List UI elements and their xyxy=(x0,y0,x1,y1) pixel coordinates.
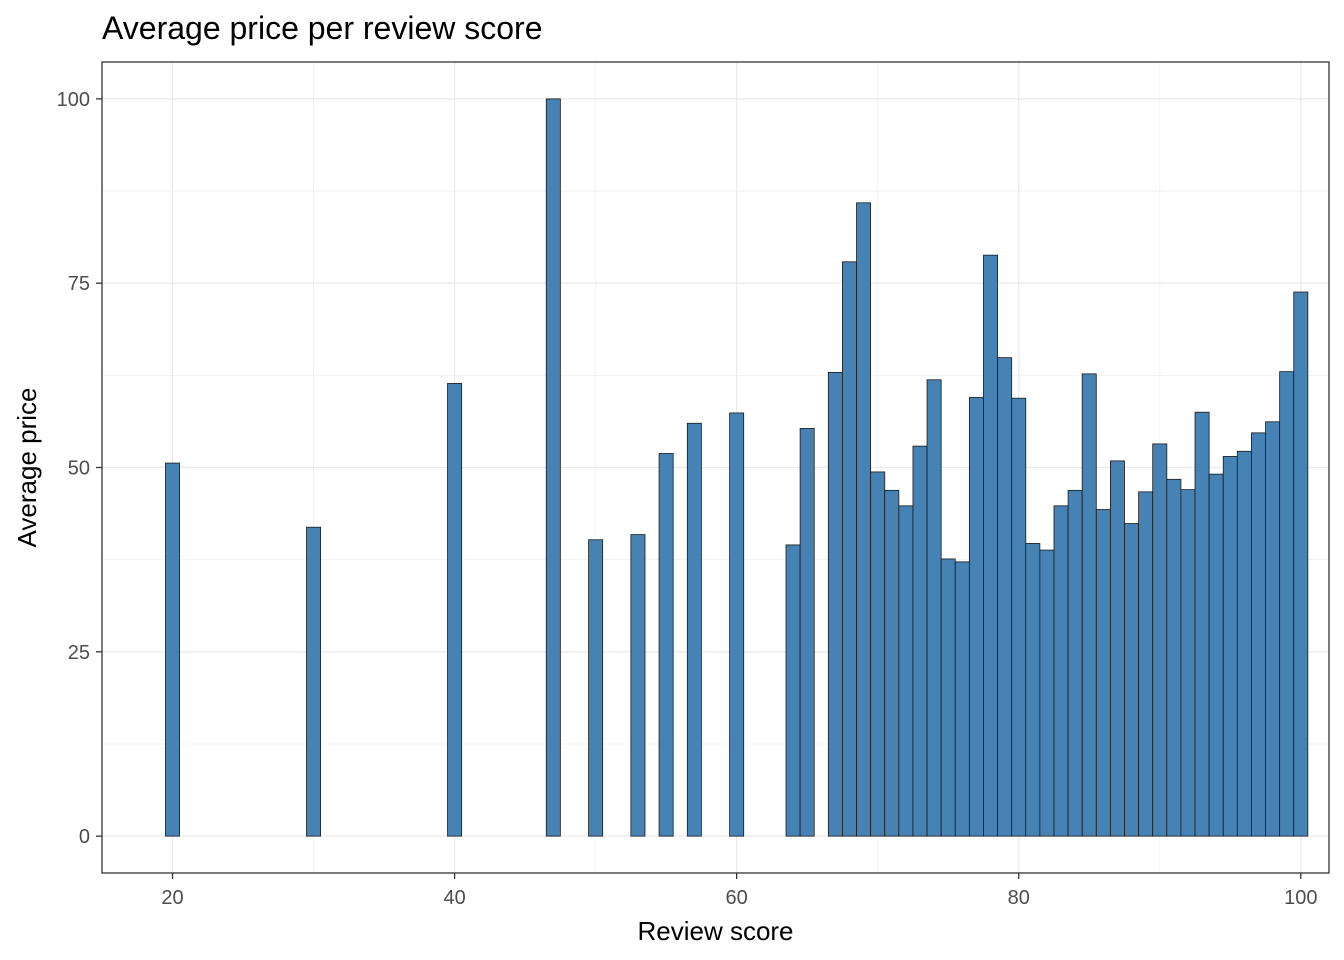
bar xyxy=(1236,450,1252,837)
bar xyxy=(630,534,646,837)
bar xyxy=(1222,456,1238,837)
x-tick-label: 60 xyxy=(726,887,748,909)
bar xyxy=(686,422,702,837)
bar xyxy=(165,462,180,837)
bar xyxy=(1208,473,1224,837)
bar xyxy=(1293,291,1309,837)
bar xyxy=(827,371,843,837)
bar xyxy=(729,412,745,837)
bar xyxy=(1011,397,1027,837)
bar xyxy=(1109,460,1125,837)
bar xyxy=(1180,489,1196,837)
bar xyxy=(968,397,984,837)
bar xyxy=(545,98,561,837)
bar xyxy=(447,383,463,837)
bar xyxy=(1251,432,1266,837)
bar xyxy=(926,379,942,837)
bars xyxy=(165,98,1309,837)
x-tick-label: 40 xyxy=(443,887,465,909)
bar xyxy=(1124,523,1140,837)
bar xyxy=(954,561,970,837)
y-tick-label: 50 xyxy=(68,458,90,480)
bar xyxy=(1265,421,1281,837)
bar xyxy=(983,254,998,837)
y-tick-label: 100 xyxy=(57,89,90,111)
bar xyxy=(940,558,956,837)
chart-title: Average price per review score xyxy=(102,10,543,46)
bar xyxy=(1279,371,1295,837)
bar xyxy=(1138,491,1154,837)
y-axis-title: Average price xyxy=(12,388,42,548)
x-tick-label: 100 xyxy=(1284,887,1317,909)
bar xyxy=(1067,489,1083,837)
bar xyxy=(799,428,815,837)
x-axis-ticks: 20 40 60 80 100 xyxy=(161,873,1317,909)
bar xyxy=(1194,411,1210,837)
bar xyxy=(1166,478,1182,837)
bar xyxy=(997,357,1013,837)
bar xyxy=(1025,543,1041,837)
bar xyxy=(1039,549,1055,837)
bar xyxy=(1053,505,1069,837)
bar xyxy=(842,261,857,837)
y-tick-label: 0 xyxy=(79,826,90,848)
bar xyxy=(1152,443,1168,837)
bar xyxy=(588,539,604,837)
x-tick-label: 80 xyxy=(1008,887,1030,909)
bar xyxy=(306,526,322,837)
bar xyxy=(884,489,900,837)
bar xyxy=(1081,373,1097,837)
bar xyxy=(785,544,801,837)
y-tick-label: 25 xyxy=(68,642,90,664)
y-tick-label: 75 xyxy=(68,273,90,295)
x-tick-label: 20 xyxy=(161,887,183,909)
bar xyxy=(898,505,914,837)
bar xyxy=(912,445,928,837)
bar xyxy=(870,471,886,837)
bar xyxy=(658,453,674,837)
bar xyxy=(1095,509,1111,837)
bar xyxy=(856,202,872,837)
x-axis-title: Review score xyxy=(637,916,793,946)
y-axis-ticks: 0 25 50 75 100 xyxy=(57,89,102,848)
